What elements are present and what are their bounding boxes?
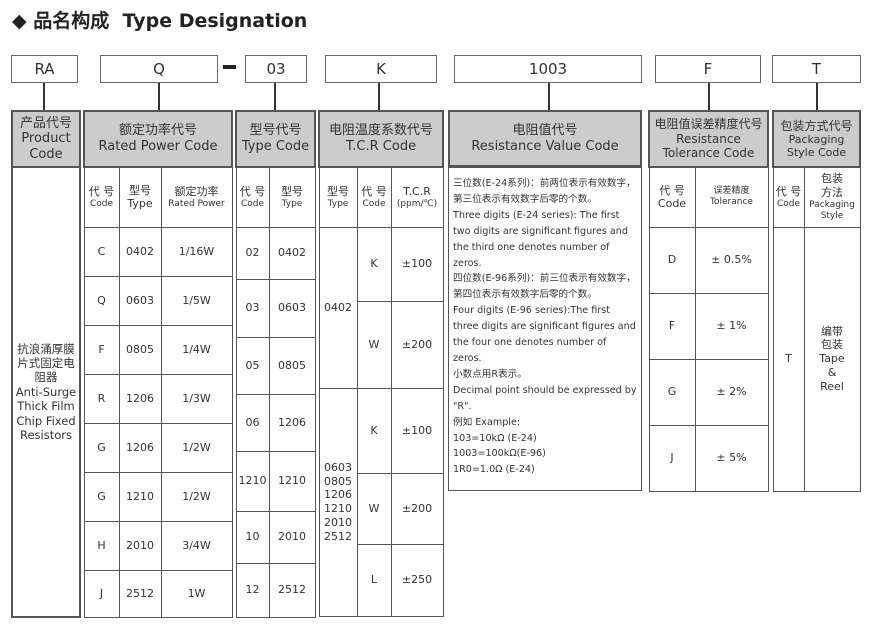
connector-line <box>158 83 160 110</box>
rated-power-table: 额定功率代号 Rated Power Code 代 号 Code 型号 Type 额定… <box>83 110 233 618</box>
table-row: 10 2010 <box>235 510 316 564</box>
table-row: 03 0603 <box>235 278 316 338</box>
connector-line <box>548 83 550 110</box>
packaging-table: 包装方式代号 Packaging Style Code 代 号 Code 包装方法 P… <box>772 110 861 492</box>
table-cell: 12 <box>235 562 270 618</box>
description-line: Four digits (E-96 series):The first thre… <box>453 305 636 364</box>
table-cell: 1/2W <box>160 422 233 473</box>
table-row: 06 1206 <box>235 393 316 452</box>
description-line: 1003=100kΩ(E-96) <box>453 448 546 460</box>
table-cell: 0402 <box>268 226 316 280</box>
table-cell: 3/4W <box>160 520 233 571</box>
description-line: 四位数(E-96系列)：前三位表示有效数字，第四位表示有效数字后零的个数。 <box>453 273 636 301</box>
table-cell: 1210 <box>235 450 270 512</box>
table-cell: H <box>83 520 120 571</box>
description-line: Three digits (E-24 series): The first tw… <box>453 209 628 269</box>
table-row: G 1206 1/2W <box>83 422 233 473</box>
table-row: F 0805 1/4W <box>83 324 233 375</box>
table-cell: 1/5W <box>160 275 233 326</box>
table-row: C 0402 1/16W <box>83 226 233 277</box>
table-cell: 05 <box>235 336 270 395</box>
table-cell: G <box>83 471 120 522</box>
table-cell: 1/4W <box>160 324 233 375</box>
table-cell: 02 <box>235 226 270 280</box>
diamond-icon: ◆ <box>12 10 27 32</box>
table-cell: R <box>83 373 120 424</box>
table-cell: 0603 <box>118 275 162 326</box>
resistance-value-table: 电阻值代号 Resistance Value Code <box>448 110 642 168</box>
table-cell: J <box>83 569 120 618</box>
description-line: 1R0=1.0Ω (E-24) <box>453 464 535 476</box>
tcr-table: 电阻温度系数代号 T.C.R Code 型号 Type 代 号 Code T.C.R(… <box>318 110 444 617</box>
table-cell: F <box>83 324 120 375</box>
table-cell: 1/2W <box>160 471 233 522</box>
table-row: J 2512 1W <box>83 569 233 618</box>
table-row: H 2010 3/4W <box>83 520 233 571</box>
connector-line <box>43 83 45 110</box>
code-box-tolerance: F <box>655 55 761 83</box>
table-cell: 1206 <box>118 422 162 473</box>
table-cell: 2512 <box>268 562 316 618</box>
table-cell: 0805 <box>118 324 162 375</box>
table-row: 02 0402 <box>235 226 316 280</box>
code-box-resistance: 1003 <box>454 55 642 83</box>
connector-line <box>274 83 276 110</box>
code-box-type: 03 <box>245 55 307 83</box>
dash-separator <box>223 65 236 69</box>
description-line: Decimal point should be expressed by "R"… <box>453 384 637 412</box>
table-cell: 2512 <box>118 569 162 618</box>
connector-line <box>816 83 818 110</box>
code-box-product: RA <box>11 55 78 83</box>
connector-line <box>708 83 710 110</box>
table-row: G 1210 1/2W <box>83 471 233 522</box>
table-cell: 1/3W <box>160 373 233 424</box>
table-row: 12 2512 <box>235 562 316 618</box>
connector-line <box>378 83 380 110</box>
table-row: Q 0603 1/5W <box>83 275 233 326</box>
table-cell: 0805 <box>268 336 316 395</box>
table-cell: 0603 <box>268 278 316 338</box>
table-cell: 1/16W <box>160 226 233 277</box>
table-cell: 03 <box>235 278 270 338</box>
table-cell: 2010 <box>268 510 316 564</box>
table-cell: 1206 <box>268 393 316 452</box>
code-box-rated-power: Q <box>100 55 218 83</box>
product-code-table: 产品代号 Product Code 抗浪涌厚膜片式固定电阻器 Anti-Surge … <box>11 110 81 618</box>
table-cell: 1210 <box>118 471 162 522</box>
page-title: ◆ 品名构成 Type Designation <box>12 10 308 32</box>
table-cell: 10 <box>235 510 270 564</box>
table-cell: Q <box>83 275 120 326</box>
type-code-table: 型号代号 Type Code 代 号 Code 型号 Type 02 0402 03 060… <box>235 110 316 618</box>
table-cell: 1206 <box>118 373 162 424</box>
description-line: 103=10kΩ (E-24) <box>453 432 537 444</box>
description-line: 例如 Example: <box>453 416 521 428</box>
description-line: 三位数(E-24系列)：前两位表示有效数字，第三位表示有效数字后零的个数。 <box>453 178 636 205</box>
table-row: 1210 1210 <box>235 450 316 512</box>
code-box-tcr: K <box>325 55 437 83</box>
table-cell: 0402 <box>118 226 162 277</box>
table-cell: 06 <box>235 393 270 452</box>
table-row: 05 0805 <box>235 336 316 395</box>
table-cell: 1210 <box>268 450 316 512</box>
table-cell: C <box>83 226 120 277</box>
description-line: 小数点用R表示。 <box>453 368 527 380</box>
resistance-value-description: 三位数(E-24系列)：前两位表示有效数字，第三位表示有效数字后零的个数。 Thr… <box>448 165 642 491</box>
table-cell: 2010 <box>118 520 162 571</box>
code-box-packaging: T <box>772 55 861 83</box>
table-row: R 1206 1/3W <box>83 373 233 424</box>
tolerance-table: 电阻值误差精度代号 Resistance Tolerance Code 代 号 Co… <box>648 110 769 492</box>
table-cell: 1W <box>160 569 233 618</box>
table-cell: G <box>83 422 120 473</box>
